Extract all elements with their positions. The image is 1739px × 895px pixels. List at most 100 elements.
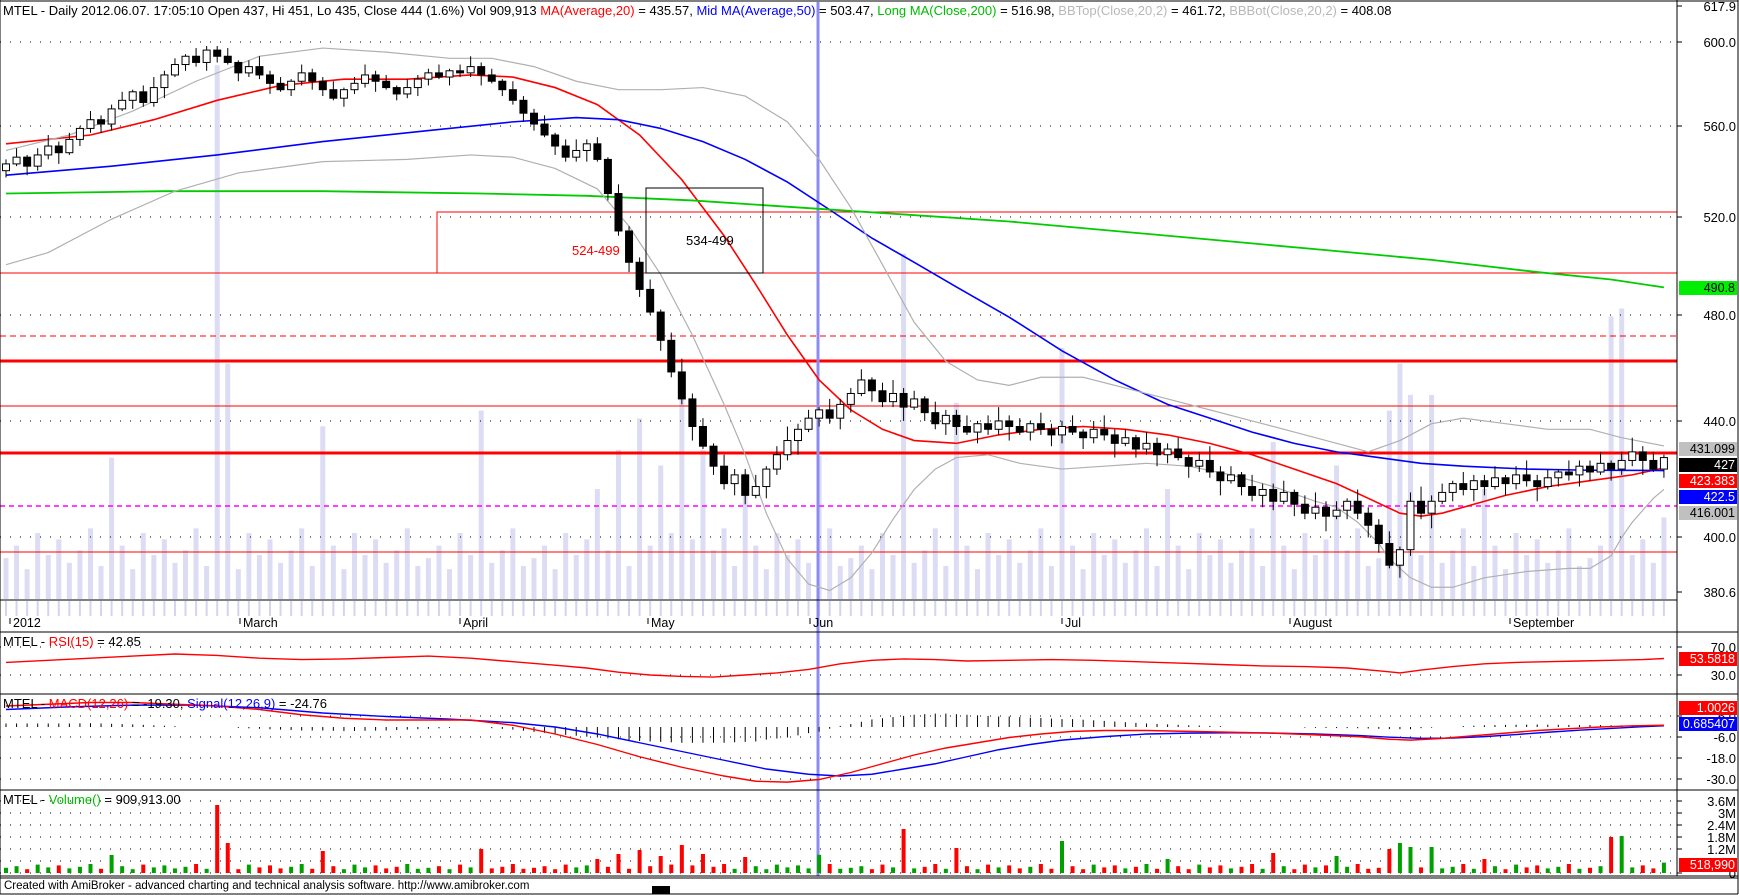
volume-bar[interactable] bbox=[1640, 865, 1645, 873]
candle-up[interactable] bbox=[65, 138, 74, 154]
candle-up[interactable] bbox=[181, 55, 190, 66]
candle-down[interactable] bbox=[508, 89, 517, 101]
volume-bar[interactable] bbox=[109, 855, 114, 873]
candle-up[interactable] bbox=[424, 72, 433, 80]
candle-down[interactable] bbox=[540, 123, 549, 136]
candle-up[interactable] bbox=[1406, 500, 1415, 551]
candle-up[interactable] bbox=[287, 80, 296, 91]
candle-down[interactable] bbox=[741, 474, 750, 496]
candle-down[interactable] bbox=[1374, 524, 1383, 545]
volume-bar[interactable] bbox=[1482, 859, 1487, 873]
volume-bar[interactable] bbox=[394, 866, 399, 873]
volume-bar[interactable] bbox=[162, 865, 167, 873]
volume-bar[interactable] bbox=[996, 867, 1001, 873]
volume-bar[interactable] bbox=[521, 868, 526, 873]
volume-bar[interactable] bbox=[1123, 868, 1128, 873]
volume-bar[interactable] bbox=[289, 866, 294, 873]
candle-down[interactable] bbox=[646, 288, 655, 313]
volume-bar[interactable] bbox=[489, 868, 494, 873]
volume-bar[interactable] bbox=[817, 854, 822, 873]
candle-down[interactable] bbox=[1385, 543, 1394, 566]
candle-down[interactable] bbox=[1269, 488, 1278, 502]
candle-up[interactable] bbox=[1512, 474, 1521, 485]
candle-up[interactable] bbox=[804, 417, 813, 430]
candle-down[interactable] bbox=[192, 55, 201, 63]
volume-bar[interactable] bbox=[964, 866, 969, 873]
candle-up[interactable] bbox=[572, 149, 581, 158]
volume-bar[interactable] bbox=[1250, 864, 1255, 873]
volume-bar[interactable] bbox=[1598, 866, 1603, 873]
candle-down[interactable] bbox=[1005, 420, 1014, 427]
volume-bar[interactable] bbox=[1619, 836, 1624, 873]
candle-up[interactable] bbox=[1121, 437, 1130, 444]
volume-bar[interactable] bbox=[679, 845, 684, 873]
candle-down[interactable] bbox=[234, 61, 243, 74]
candle-up[interactable] bbox=[1543, 477, 1552, 488]
volume-bar[interactable] bbox=[1228, 868, 1233, 873]
candle-up[interactable] bbox=[1195, 459, 1204, 467]
candle-up[interactable] bbox=[846, 392, 855, 405]
candle-down[interactable] bbox=[1638, 451, 1647, 461]
volume-bar[interactable] bbox=[1588, 867, 1592, 873]
candle-down[interactable] bbox=[519, 99, 528, 114]
volume-bar[interactable] bbox=[753, 866, 758, 873]
candle-down[interactable] bbox=[329, 89, 338, 99]
candle-down[interactable] bbox=[1068, 425, 1077, 433]
candle-up[interactable] bbox=[1469, 480, 1478, 490]
candle-down[interactable] bbox=[434, 72, 443, 78]
volume-bar[interactable] bbox=[1271, 853, 1276, 873]
volume-bar[interactable] bbox=[67, 868, 72, 873]
candle-up[interactable] bbox=[33, 154, 42, 167]
candle-down[interactable] bbox=[1459, 483, 1468, 490]
candle-up[interactable] bbox=[1142, 442, 1151, 450]
candle-up[interactable] bbox=[128, 91, 137, 101]
candle-up[interactable] bbox=[44, 145, 53, 156]
candle-up[interactable] bbox=[1332, 509, 1341, 517]
volume-bar[interactable] bbox=[1651, 868, 1656, 873]
candle-up[interactable] bbox=[297, 72, 306, 82]
candle-down[interactable] bbox=[54, 145, 63, 154]
volume-bar[interactable] bbox=[426, 867, 431, 873]
volume-bar[interactable] bbox=[1535, 865, 1540, 873]
candle-down[interactable] bbox=[625, 230, 634, 263]
candle-down[interactable] bbox=[720, 465, 729, 485]
volume-bar[interactable] bbox=[669, 864, 674, 873]
volume-bar[interactable] bbox=[869, 869, 874, 873]
candle-down[interactable] bbox=[614, 193, 623, 232]
volume-bar[interactable] bbox=[141, 864, 146, 873]
candle-up[interactable] bbox=[1058, 425, 1066, 436]
volume-bar[interactable] bbox=[584, 865, 589, 873]
candle-down[interactable] bbox=[825, 409, 834, 419]
volume-bar[interactable] bbox=[341, 869, 346, 873]
candle-down[interactable] bbox=[1533, 480, 1542, 488]
volume-bar[interactable] bbox=[1366, 868, 1371, 873]
volume-bar[interactable] bbox=[1218, 865, 1223, 873]
volume-bar[interactable] bbox=[35, 864, 40, 873]
volume-bar[interactable] bbox=[912, 868, 917, 873]
scroll-thumb[interactable] bbox=[652, 886, 670, 894]
candle-up[interactable] bbox=[12, 156, 21, 165]
candle-down[interactable] bbox=[139, 91, 148, 103]
volume-bar[interactable] bbox=[1408, 847, 1413, 873]
volume-bar[interactable] bbox=[848, 867, 853, 873]
candle-up[interactable] bbox=[1395, 549, 1404, 566]
volume-bar[interactable] bbox=[933, 864, 938, 873]
volume-bar[interactable] bbox=[880, 864, 885, 873]
candle-up[interactable] bbox=[815, 409, 824, 419]
volume-bar[interactable] bbox=[1017, 868, 1022, 873]
candle-up[interactable] bbox=[857, 379, 866, 394]
candle-down[interactable] bbox=[551, 134, 560, 147]
volume-bar[interactable] bbox=[405, 864, 410, 873]
volume-bar[interactable] bbox=[1144, 864, 1149, 873]
candle-down[interactable] bbox=[371, 74, 380, 82]
candle-down[interactable] bbox=[1649, 459, 1658, 470]
candle-down[interactable] bbox=[593, 143, 602, 160]
volume-bar[interactable] bbox=[1049, 868, 1054, 873]
volume-bar[interactable] bbox=[1038, 864, 1043, 873]
candle-down[interactable] bbox=[1417, 500, 1426, 514]
volume-bar[interactable] bbox=[1524, 867, 1529, 873]
candle-down[interactable] bbox=[223, 55, 232, 63]
volume-bar[interactable] bbox=[151, 867, 156, 873]
candle-down[interactable] bbox=[1607, 462, 1616, 470]
candle-down[interactable] bbox=[456, 70, 465, 74]
